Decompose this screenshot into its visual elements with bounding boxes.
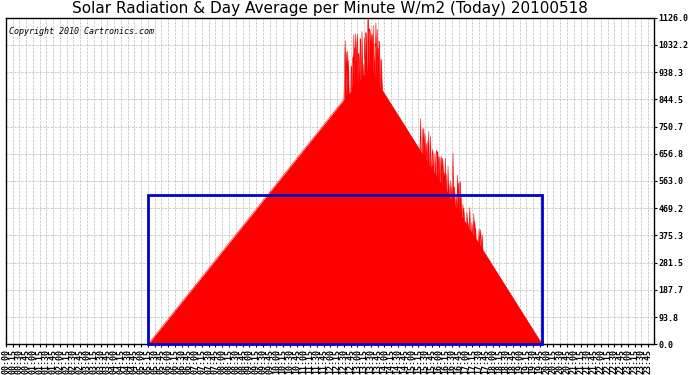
Title: Solar Radiation & Day Average per Minute W/m2 (Today) 20100518: Solar Radiation & Day Average per Minute… bbox=[72, 2, 588, 16]
Bar bbox=[148, 195, 542, 345]
Text: Copyright 2010 Cartronics.com: Copyright 2010 Cartronics.com bbox=[9, 27, 154, 36]
